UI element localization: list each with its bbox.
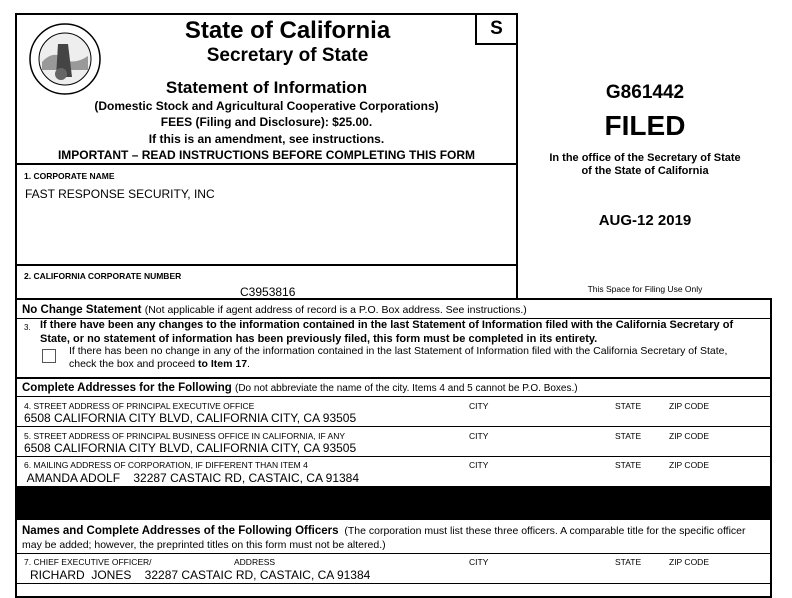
filing-office-line1: In the office of the Secretary of State <box>549 152 741 164</box>
item7-value[interactable]: RICHARD JONES 32287 CASTAIC RD, CASTAIC,… <box>30 568 371 582</box>
form-code: S <box>490 18 503 39</box>
city-label: CITY <box>469 431 489 441</box>
page-subtitle: Secretary of State <box>206 45 369 66</box>
checkbox-text: If there has been no change in any of th… <box>69 345 728 370</box>
corporate-name-value[interactable]: FAST RESPONSE SECURITY, INC <box>25 187 215 201</box>
checkbox-item-ref: to Item 17 <box>198 358 248 370</box>
no-change-checkbox-text: If there has been no change in any of th… <box>69 345 749 371</box>
city-label: CITY <box>469 557 489 567</box>
zip-label: ZIP CODE <box>669 460 709 470</box>
item7-label: 7. CHIEF EXECUTIVE OFFICER/ <box>24 557 152 567</box>
amendment-note: If this is an amendment, see instruction… <box>148 132 385 146</box>
page-title: State of California <box>184 17 391 44</box>
addresses-note: (Do not abbreviate the name of the city.… <box>235 383 578 394</box>
state-label: STATE <box>615 460 642 470</box>
corporate-number-label: 2. CALIFORNIA CORPORATE NUMBER <box>24 271 182 281</box>
corporate-name-label: 1. CORPORATE NAME <box>24 171 115 181</box>
zip-label: ZIP CODE <box>669 431 709 441</box>
address-label: ADDRESS <box>234 557 276 567</box>
addresses-header: Complete Addresses for the Following (Do… <box>22 382 578 394</box>
filing-space-note: This Space for Filing Use Only <box>587 284 703 294</box>
no-change-checkbox[interactable] <box>42 349 56 363</box>
officers-note: (The corporation must list these three o… <box>22 525 746 551</box>
item3-instruction: If there have been any changes to the in… <box>40 319 734 345</box>
item6-label: 6. MAILING ADDRESS OF CORPORATION, IF DI… <box>24 460 308 470</box>
checkbox-end: . <box>247 358 250 370</box>
state-label: STATE <box>615 401 642 411</box>
form-subtitle: (Domestic Stock and Agricultural Coopera… <box>94 99 439 113</box>
important-note: IMPORTANT – READ INSTRUCTIONS BEFORE COM… <box>57 148 476 162</box>
item6-value[interactable]: AMANDA ADOLF 32287 CASTAIC RD, CASTAIC, … <box>24 471 360 485</box>
state-label: STATE <box>615 557 642 567</box>
form-code-box <box>475 13 518 45</box>
city-label: CITY <box>469 460 489 470</box>
item4-value[interactable]: 6508 CALIFORNIA CITY BLVD, CALIFORNIA CI… <box>24 411 357 425</box>
item5-value[interactable]: 6508 CALIFORNIA CITY BLVD, CALIFORNIA CI… <box>24 441 357 455</box>
filing-date: AUG-12 2019 <box>598 212 692 229</box>
corporate-number-value[interactable]: C3953816 <box>240 285 296 299</box>
no-change-header: No Change Statement (Not applicable if a… <box>22 304 527 316</box>
zip-label: ZIP CODE <box>669 401 709 411</box>
fees: FEES (Filing and Disclosure): $25.00. <box>160 115 373 129</box>
no-change-note: (Not applicable if agent address of reco… <box>144 304 527 316</box>
officers-header: Names and Complete Addresses of the Foll… <box>22 524 762 552</box>
filing-status: FILED <box>604 110 686 141</box>
no-change-heading: No Change Statement <box>22 304 142 316</box>
zip-label: ZIP CODE <box>669 557 709 567</box>
filing-number: G861442 <box>605 82 685 103</box>
item3-number: 3. <box>24 323 31 332</box>
item5-label: 5. STREET ADDRESS OF PRINCIPAL BUSINESS … <box>24 431 346 441</box>
state-seal-logo <box>29 23 101 95</box>
filing-office-line2: of the State of California <box>581 165 709 177</box>
state-label: STATE <box>615 431 642 441</box>
redacted-block <box>15 486 772 520</box>
city-label: CITY <box>469 401 489 411</box>
addresses-heading: Complete Addresses for the Following <box>22 382 232 394</box>
form-title: Statement of Information <box>165 78 368 97</box>
officers-heading: Names and Complete Addresses of the Foll… <box>22 525 339 537</box>
item4-label: 4. STREET ADDRESS OF PRINCIPAL EXECUTIVE… <box>24 401 255 411</box>
